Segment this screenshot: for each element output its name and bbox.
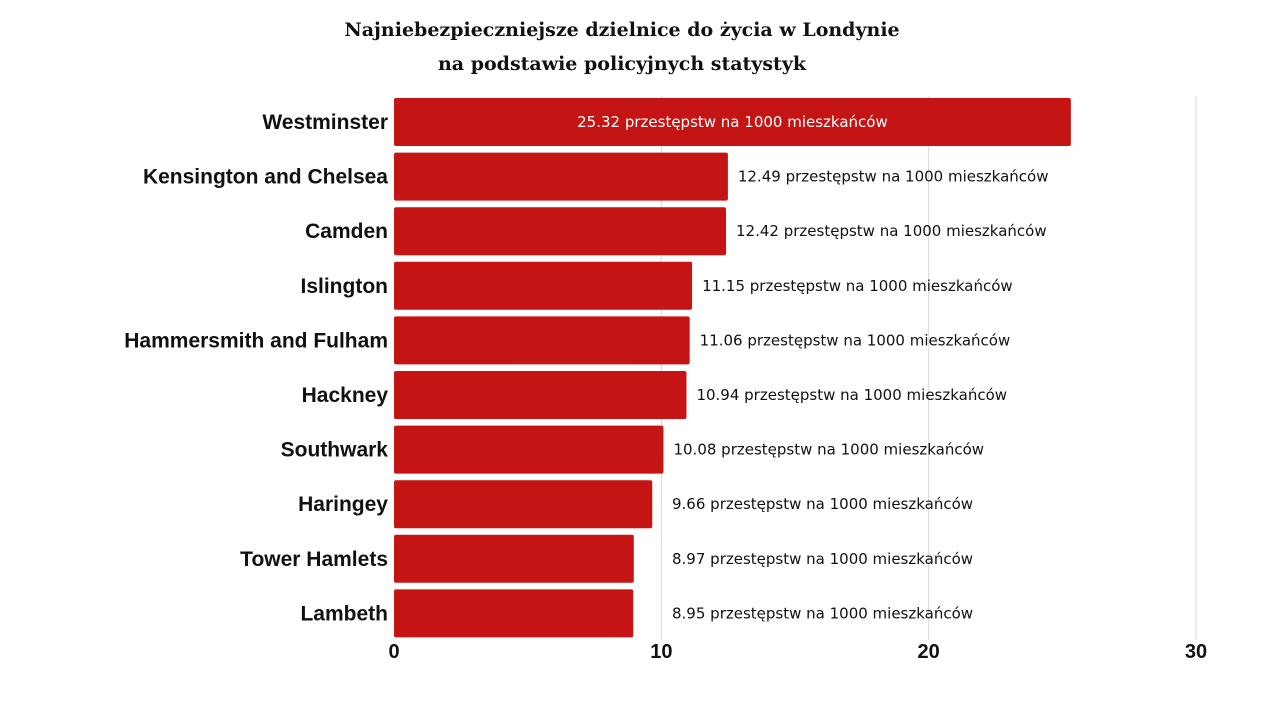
x-tick-label: 10 — [650, 641, 672, 663]
bar — [394, 425, 664, 474]
data-label: 8.97 przestępstw na 1000 mieszkańców — [672, 550, 973, 568]
category-label: Hackney — [302, 384, 389, 407]
chart-subtitle: na podstawie policyjnych statystyk — [438, 53, 807, 75]
bar — [394, 371, 687, 419]
data-label: 8.95 przestępstw na 1000 mieszkańców — [672, 604, 973, 622]
bar — [394, 480, 653, 529]
category-label: Islington — [301, 275, 389, 298]
bar — [394, 152, 728, 201]
bar — [394, 207, 727, 256]
x-tick-label: 20 — [918, 641, 940, 663]
x-tick-label: 0 — [388, 641, 399, 663]
data-label: 12.42 przestępstw na 1000 mieszkańców — [736, 222, 1047, 240]
x-tick-label: 30 — [1185, 641, 1207, 663]
category-label: Westminster — [262, 111, 388, 134]
category-label: Lambeth — [300, 602, 388, 625]
category-label: Hammersmith and Fulham — [124, 329, 388, 352]
data-label: 9.66 przestępstw na 1000 mieszkańców — [672, 495, 973, 513]
bar — [394, 316, 690, 365]
bar — [394, 589, 634, 638]
bar — [394, 534, 634, 583]
category-label: Southwark — [281, 439, 389, 462]
x-axis-ticks: 0 10 20 30 — [388, 641, 1207, 663]
data-label: 11.15 przestępstw na 1000 mieszkańców — [702, 277, 1013, 295]
category-labels: Westminster Kensington and Chelsea Camden I… — [124, 111, 388, 625]
bar — [394, 261, 693, 310]
bars — [394, 98, 1071, 638]
data-label: 10.08 przestępstw na 1000 mieszkańców — [673, 441, 984, 459]
data-label: 12.49 przestępstw na 1000 mieszkańców — [738, 168, 1049, 186]
category-label: Camden — [305, 220, 388, 243]
category-label: Haringey — [298, 493, 388, 516]
data-label: 11.06 przestępstw na 1000 mieszkańców — [700, 331, 1011, 349]
data-label: 10.94 przestępstw na 1000 mieszkańców — [696, 386, 1007, 404]
data-labels: 25.32 przestępstw na 1000 mieszkańców 12.… — [577, 113, 1048, 622]
chart-title: Najniebezpieczniejsze dzielnice do życia… — [344, 19, 899, 41]
bar — [394, 98, 1071, 146]
data-label: 25.32 przestępstw na 1000 mieszkańców — [577, 113, 888, 131]
category-label: Kensington and Chelsea — [143, 166, 388, 189]
category-label: Tower Hamlets — [240, 548, 388, 571]
